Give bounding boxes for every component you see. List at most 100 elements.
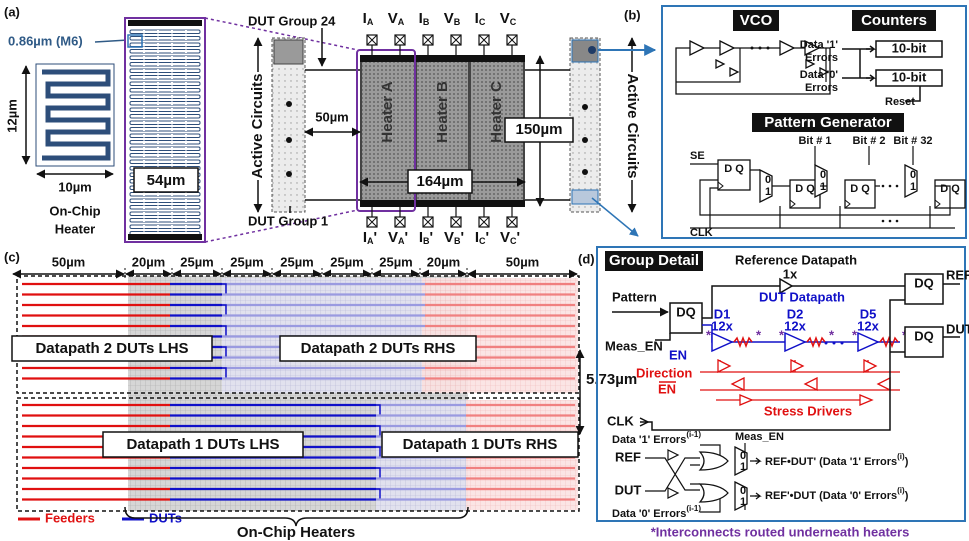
pad-sub: C [479,17,486,27]
shape-rect [274,40,303,64]
mux-label: 0 [765,174,771,186]
stress-driver [878,378,890,390]
mux-label: 1 [740,496,746,508]
inverter [720,41,734,55]
panel-label: (a) [4,4,20,19]
counter: 10-bit [892,40,927,55]
ellipsis-dot [896,220,899,223]
ellipsis-dot [882,220,885,223]
out0-text: REF'•DUT (Data '0' Errors [765,490,897,502]
stress-driver [805,378,817,390]
ellipsis-dot [759,47,762,50]
heater-name: Heater A [379,81,396,142]
data0-text: Data '0' Errors [612,508,686,520]
stress-driver [718,360,730,372]
shape-circle [588,46,596,54]
group: D Q01D Q01D Q01D Q [690,146,965,228]
driver [712,333,732,351]
reference-label: Reference Datapath [735,252,857,267]
pad-label: IC [475,10,486,27]
star: * [756,327,762,342]
data0-sup: (i-1) [686,504,701,513]
pad-label: VA [388,10,405,27]
ellipsis-dot [825,342,828,345]
inverter [740,395,752,405]
datapath-box: Datapath 2 DUTs RHS [301,340,456,357]
pad-label: IA [363,10,374,27]
figure: (a) 0.86µm (M6) 12µm 10µm On-Chip Heater… [0,0,969,541]
shape-rect [570,38,600,212]
stress-label: Stress Drivers [764,403,852,418]
out0-close: ) [905,490,909,502]
mux-label: 1 [765,186,771,198]
nor-gate [700,452,728,470]
group-label: DUT Group 24 [248,13,336,28]
counters-title: Counters [861,12,927,29]
pad-sub: C [510,17,517,27]
shape-path [42,72,108,158]
shape-rect [128,20,202,26]
heater-name: Heater C [488,81,505,143]
se-label: SE [690,150,705,162]
pad-label: VC' [500,229,520,246]
group: 0101 [645,443,760,512]
ellipsis-dot [896,185,899,188]
arrow [755,458,760,499]
pad-label: VB' [444,229,464,246]
data1-sup: (i-1) [686,430,701,439]
bit-label: Bit # 2 [852,135,885,147]
data-errors: Errors [805,52,838,64]
out0: REF'•DUT (Data '0' Errors(i)) [765,486,909,502]
pad-prime: ' [486,229,490,246]
dim-label: 50µm [506,254,540,269]
pad-prime: ' [404,229,408,246]
ellipsis-dot [889,185,892,188]
heater-name: Heater B [434,81,451,143]
mux-label: 0 [820,169,826,181]
shape-rect [360,55,525,62]
direction-label: Direction [636,365,692,380]
data-errors: Errors [805,82,838,94]
flip-flop: DQ [914,328,934,343]
shape-circle [286,137,292,143]
en-label: EN [669,347,687,362]
ellipsis-dot [882,185,885,188]
ellipsis-dot [751,47,754,50]
pad-prime: ' [460,229,464,246]
heater-caption: Heater [55,221,95,236]
pad-sub: A [367,17,374,27]
stress-driver [864,360,876,372]
pad-name: V [500,229,510,246]
star: * [829,327,835,342]
counter: 10-bit [892,69,927,84]
pad-name: V [444,229,454,246]
ellipsis-dot [833,342,836,345]
ellipsis-dot [889,220,892,223]
pad-prime: ' [516,229,520,246]
data-errors: Data '1' [800,39,839,51]
stress-driver [732,378,744,390]
shape-circle [582,137,588,143]
data1-text: Data '1' Errors [612,434,686,446]
clk-label: CLK [607,413,634,428]
heater-span: 164µm [416,173,463,190]
reset-label: Reset [885,96,915,108]
ellipsis-dot [841,342,844,345]
shape-circle [582,169,588,175]
shape-rect [128,234,202,240]
height-label: 5.73µm [586,371,637,388]
data-errors: Data '0' [800,69,839,81]
shape-rect [125,18,205,242]
panel-label: (c) [4,249,20,264]
pad-name: V [388,10,398,27]
flip-flop-label: D Q [795,183,815,195]
dut-datapath-label: DUT Datapath [759,289,845,304]
panel-label: (d) [578,251,595,266]
pad-sub: A [398,17,405,27]
shape-line [95,40,128,42]
pad-sub: B [423,17,430,27]
pad-label: IB [419,10,430,27]
pad-label: IA' [363,229,377,246]
inverter [780,41,794,55]
shape-path [866,46,874,81]
